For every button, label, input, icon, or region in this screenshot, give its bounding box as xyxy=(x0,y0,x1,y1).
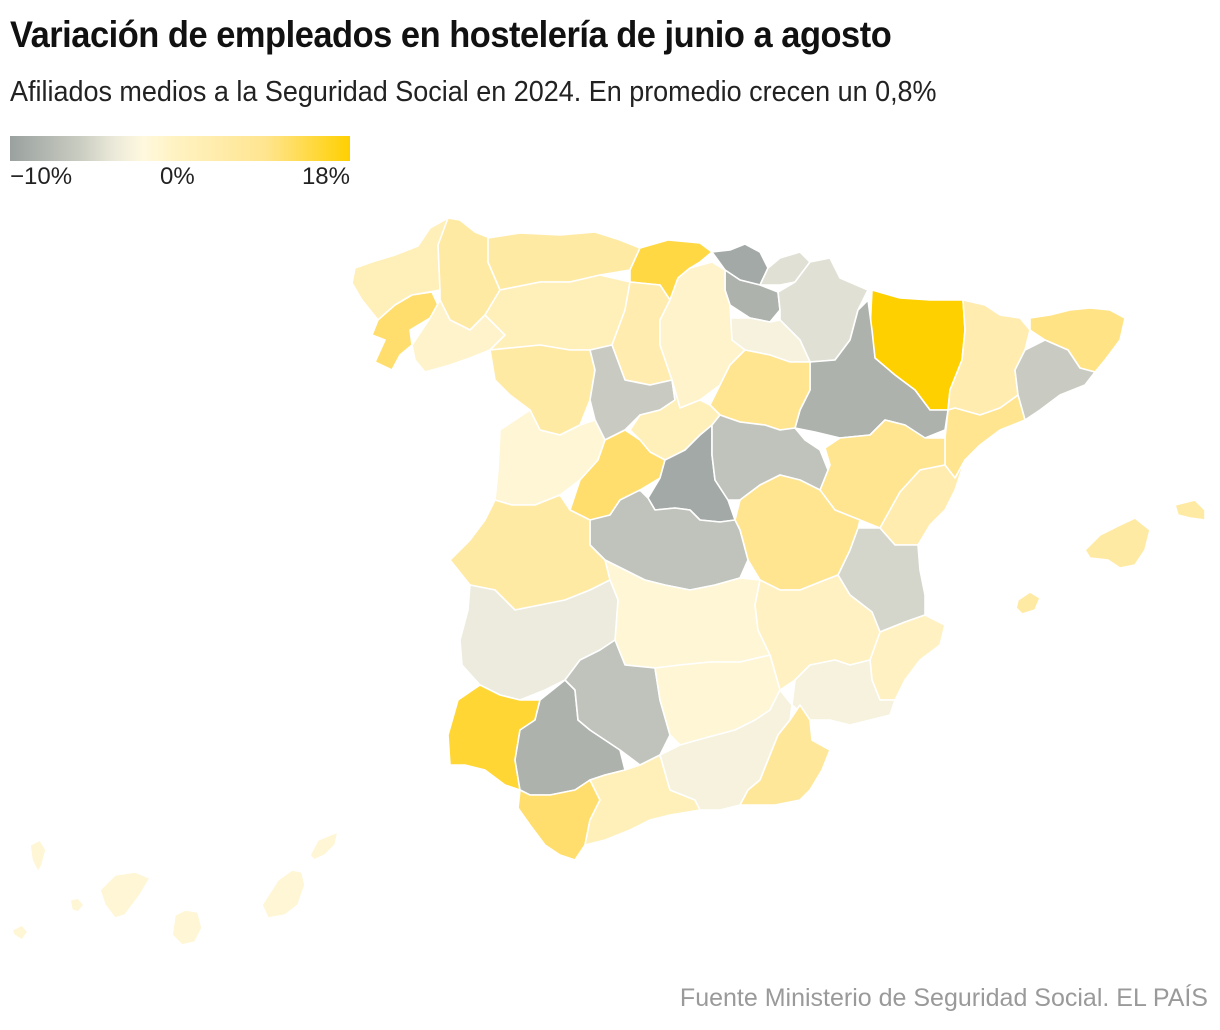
island-shape xyxy=(309,831,339,861)
province-illes-balears xyxy=(1015,499,1206,615)
chart-subtitle: Afiliados medios a la Seguridad Social e… xyxy=(10,76,937,108)
legend-min-label: −10% xyxy=(10,163,73,190)
province-shape xyxy=(564,639,671,766)
province-shape xyxy=(791,659,896,726)
province-las-palmas xyxy=(171,831,339,946)
province-zamora xyxy=(489,344,596,436)
province-shape xyxy=(171,909,203,946)
source-credit: Fuente Ministerio de Seguridad Social. E… xyxy=(679,984,1208,1012)
province-shape xyxy=(879,459,966,546)
province-guadalajara xyxy=(711,414,829,501)
province-zaragoza xyxy=(794,299,949,439)
legend-mid-label: 0% xyxy=(160,163,195,190)
color-legend: −10% 0% 18% xyxy=(10,136,350,193)
island-shape xyxy=(1174,499,1206,521)
island-shape xyxy=(1015,591,1041,615)
island-shape xyxy=(69,897,85,913)
legend-gradient-bar xyxy=(10,136,350,161)
province-malaga xyxy=(584,754,701,846)
province-murcia xyxy=(791,659,896,726)
province-shape xyxy=(794,299,949,439)
province-shape xyxy=(584,754,701,846)
province-pontevedra xyxy=(371,291,439,371)
province-shape xyxy=(489,344,596,436)
province-shape xyxy=(1084,517,1151,569)
province-shape xyxy=(371,291,439,371)
legend-labels: −10% 0% 18% xyxy=(10,161,350,193)
island-shape xyxy=(261,869,306,919)
province-castellon xyxy=(879,459,966,546)
province-cordoba xyxy=(564,639,671,766)
island-shape xyxy=(11,924,29,941)
island-shape xyxy=(29,839,47,873)
province-shape xyxy=(711,414,829,501)
chart-title: Variación de empleados en hostelería de … xyxy=(10,14,892,55)
province-shape xyxy=(1014,339,1096,421)
province-shape xyxy=(739,704,831,806)
province-santa-cruz-de-tenerife xyxy=(11,839,151,941)
legend-max-label: 18% xyxy=(301,163,350,190)
province-almeria xyxy=(739,704,831,806)
province-shape xyxy=(99,871,151,919)
province-barcelona xyxy=(1014,339,1096,421)
